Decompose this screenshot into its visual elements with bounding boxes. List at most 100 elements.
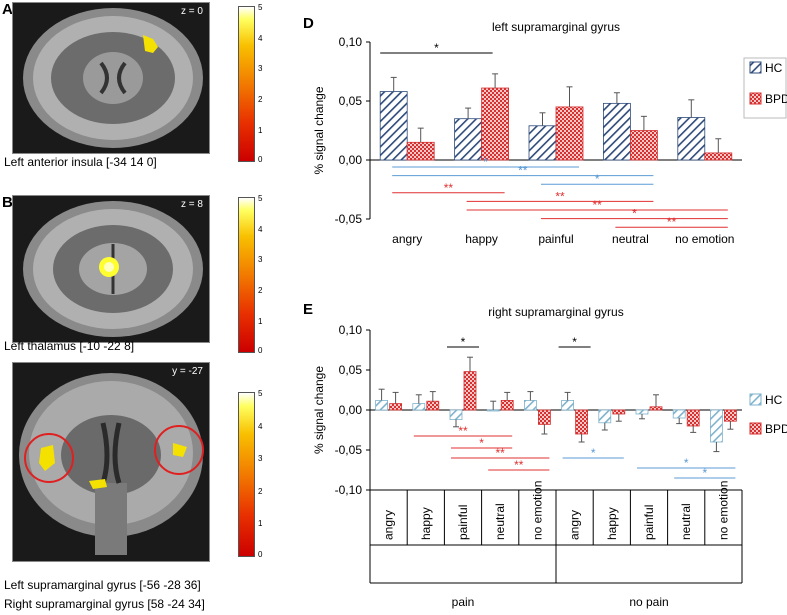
- y-tick-label: 0,10: [339, 35, 363, 49]
- bar-hc: [449, 409, 463, 421]
- y-tick-label: -0,10: [335, 483, 363, 497]
- x-category-label: no emotion: [675, 232, 734, 246]
- bar-hc: [486, 409, 500, 412]
- panel-label-d: D: [303, 15, 314, 32]
- colorbar-tick: 5: [258, 194, 263, 203]
- bar-bpd: [389, 403, 403, 411]
- bar-bpd: [481, 87, 510, 161]
- x-category-label: neutral: [612, 232, 649, 246]
- x-category-label: neutral: [493, 503, 507, 540]
- significance-label: **: [458, 424, 468, 438]
- x-category-label: neutral: [679, 503, 693, 540]
- legend-swatch: [749, 393, 762, 406]
- bar-bpd: [406, 141, 435, 161]
- group-label: pain: [452, 595, 475, 609]
- caption-c-left: Left supramarginal gyrus [-56 -28 36]: [4, 578, 201, 592]
- colorbar-tick: 4: [258, 225, 263, 234]
- x-category-label: no emotion: [530, 481, 544, 540]
- colorbar-b: [238, 197, 255, 353]
- bar-bpd: [612, 409, 626, 415]
- y-tick-label: 0,05: [339, 363, 363, 377]
- significance-label: **: [593, 198, 603, 212]
- y-tick-label: 0,10: [339, 323, 363, 337]
- significance-label: **: [518, 164, 528, 178]
- y-tick-label: 0,05: [339, 94, 363, 108]
- bar-bpd: [538, 409, 551, 425]
- x-category-label: painful: [456, 505, 470, 540]
- bar-bpd: [463, 371, 477, 411]
- y-axis-label: % signal change: [312, 366, 326, 454]
- y-tick-label: 0,00: [339, 403, 363, 417]
- x-category-label: happy: [419, 507, 433, 540]
- caption-c-right: Right supramarginal gyrus [58 -24 34]: [4, 597, 205, 611]
- x-category-label: painful: [642, 505, 656, 540]
- bar-bpd: [575, 409, 588, 435]
- legend-frame: [743, 57, 787, 119]
- bar-bpd: [500, 399, 514, 411]
- x-category-label: angry: [382, 510, 396, 540]
- colorbar-tick: 2: [258, 286, 263, 295]
- y-tick-label: -0,05: [335, 212, 363, 226]
- bar-hc: [379, 91, 408, 161]
- bar-bpd: [649, 406, 663, 411]
- x-category-label: painful: [538, 232, 573, 246]
- colorbar-tick: 4: [258, 422, 263, 431]
- bar-bpd: [426, 400, 440, 411]
- legend-swatch: [749, 92, 762, 105]
- bar-hc: [672, 409, 686, 419]
- brain-scan-axial-a: z = 0: [12, 2, 210, 154]
- significance-label: *: [572, 335, 577, 349]
- slice-coordinate: z = 0: [181, 6, 203, 17]
- x-category-label: happy: [465, 232, 498, 246]
- significance-label: *: [702, 466, 707, 480]
- colorbar-tick: 2: [258, 487, 263, 496]
- caption-a: Left anterior insula [-34 14 0]: [4, 155, 157, 169]
- bar-hc: [603, 102, 631, 161]
- bar-hc: [524, 399, 537, 411]
- x-category-label: no emotion: [716, 481, 730, 540]
- bar-hc: [598, 409, 612, 424]
- chart-title: left supramarginal gyrus: [492, 20, 620, 34]
- bar-hc: [375, 399, 389, 411]
- colorbar-a: [238, 6, 255, 162]
- y-tick-label: -0,05: [335, 443, 363, 457]
- colorbar-tick: 1: [258, 317, 263, 326]
- panel-label-e: E: [303, 301, 313, 318]
- legend-swatch: [749, 61, 762, 74]
- bar-hc: [454, 118, 483, 161]
- significance-label: **: [514, 458, 524, 472]
- x-category-label: angry: [392, 232, 422, 246]
- bar-bpd: [704, 152, 733, 161]
- bar-hc: [635, 409, 649, 415]
- bar-hc: [710, 409, 723, 443]
- colorbar-tick: 5: [258, 389, 263, 398]
- significance-label: **: [496, 446, 506, 460]
- bar-bpd: [630, 130, 658, 161]
- slice-coordinate: z = 8: [181, 199, 203, 210]
- bar-hc: [561, 399, 574, 411]
- significance-label: *: [591, 446, 596, 460]
- significance-label: *: [632, 207, 637, 221]
- colorbar-tick: 3: [258, 64, 263, 73]
- panel-label-b: B: [2, 194, 13, 211]
- significance-label: *: [684, 456, 689, 470]
- x-category-label: happy: [605, 507, 619, 540]
- bar-hc: [528, 125, 557, 161]
- significance-label: **: [667, 215, 677, 229]
- significance-label: *: [434, 41, 439, 55]
- bar-hc: [677, 117, 706, 161]
- significance-label: **: [444, 181, 454, 195]
- significance-label: *: [483, 155, 488, 169]
- bar-hc: [412, 403, 426, 411]
- bar-bpd: [724, 409, 737, 422]
- chart-title: right supramarginal gyrus: [488, 305, 623, 319]
- colorbar-tick: 0: [258, 155, 263, 164]
- colorbar-tick: 2: [258, 95, 263, 104]
- colorbar-tick: 5: [258, 3, 263, 12]
- colorbar-tick: 4: [258, 34, 263, 43]
- colorbar-tick: 0: [258, 550, 263, 559]
- y-axis-label: % signal change: [312, 86, 326, 174]
- legend-swatch: [749, 422, 762, 435]
